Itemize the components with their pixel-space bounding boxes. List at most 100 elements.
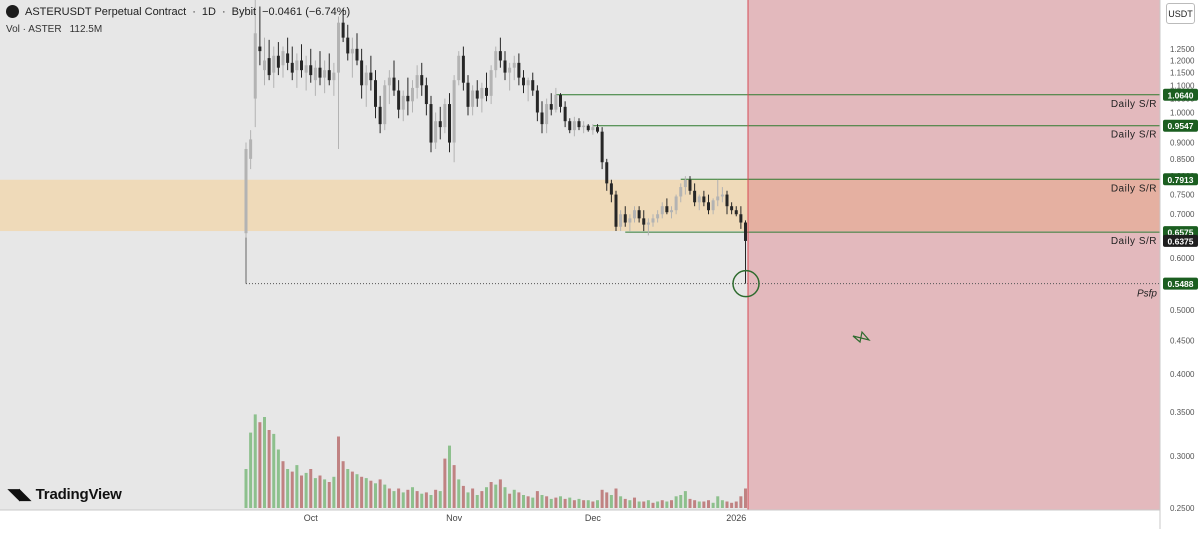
candle: [244, 148, 248, 234]
candle: [267, 58, 271, 76]
candle: [549, 104, 553, 110]
volume-bar: [660, 500, 664, 508]
volume-bar: [540, 495, 544, 508]
volume-bar: [480, 491, 484, 508]
volume-bar: [554, 497, 558, 508]
candle: [586, 125, 590, 131]
interval[interactable]: 1D: [201, 5, 216, 18]
current-price-label-bg: [1163, 234, 1198, 247]
candle: [656, 214, 660, 219]
symbol-name[interactable]: ASTERUSDT Perpetual Contract: [25, 5, 187, 18]
candle: [522, 77, 525, 86]
past-background: [0, 0, 748, 510]
volume-bar: [281, 461, 285, 508]
volume-bar: [313, 478, 317, 508]
candle: [623, 214, 627, 223]
volume-bar: [683, 491, 687, 508]
candle: [720, 194, 724, 197]
candle: [392, 77, 396, 91]
candle: [494, 51, 498, 71]
volume-bar: [387, 488, 391, 508]
candle: [429, 104, 433, 143]
volume-bar: [300, 475, 303, 508]
price-change: −0.0461 (−6.74%): [262, 5, 351, 18]
currency-button[interactable]: USDT: [1166, 3, 1195, 24]
volume-bar: [263, 417, 266, 508]
volume-bar: [600, 489, 604, 508]
tradingview-logo[interactable]: ◥◣ TradingView: [8, 485, 122, 504]
candle: [471, 90, 475, 107]
volume-bar: [642, 501, 646, 508]
candle: [350, 48, 354, 54]
volume-bar: [526, 496, 530, 508]
time-tick-label: Nov: [446, 513, 463, 523]
candle: [660, 206, 664, 215]
level-price-label: 1.0640: [1168, 90, 1194, 100]
volume-bar: [378, 479, 382, 508]
volume-legend[interactable]: Vol · ASTER 112.5M: [6, 24, 102, 35]
level-price-label: 0.7913: [1168, 175, 1194, 185]
chart-header: ASTERUSDT Perpetual Contract · 1D · Bybi…: [6, 5, 350, 18]
volume-bar: [725, 501, 729, 508]
volume-bar: [489, 482, 493, 508]
candle: [540, 112, 544, 125]
price-tick-label: 0.6000: [1170, 254, 1195, 263]
volume-value: 112.5M: [69, 24, 103, 35]
target-mark: [852, 330, 871, 344]
candle: [633, 210, 636, 219]
volume-bar: [471, 488, 475, 508]
volume-bar: [406, 489, 410, 508]
volume-bar: [434, 489, 438, 508]
candle: [651, 218, 655, 223]
candle: [258, 46, 262, 52]
aster-coin-icon: [6, 5, 19, 18]
candle: [489, 70, 493, 96]
volume-bar: [295, 465, 299, 508]
candle: [424, 85, 428, 105]
price-tick-label: 0.4500: [1170, 336, 1195, 345]
volume-bar: [656, 501, 660, 508]
volume-bar: [707, 500, 710, 508]
volume-bar: [665, 501, 669, 508]
candle: [369, 72, 373, 81]
candle: [457, 55, 461, 81]
volume-bar: [614, 488, 618, 508]
volume-bar: [503, 487, 507, 508]
volume-bar: [267, 430, 271, 508]
candle: [559, 94, 562, 107]
volume-bar: [545, 496, 549, 508]
volume-bar: [730, 502, 734, 508]
exchange: Bybit: [231, 5, 257, 18]
candle: [434, 121, 438, 143]
volume-bar: [633, 497, 636, 508]
header-separator: ·: [221, 5, 226, 18]
price-tick-label: 0.9000: [1170, 139, 1195, 148]
candle: [503, 60, 507, 73]
volume-bar: [711, 502, 715, 508]
volume-bar: [651, 502, 655, 508]
candle: [346, 37, 350, 54]
volume-bar: [549, 498, 553, 508]
volume-bar: [461, 485, 465, 508]
price-tick-label: 0.3500: [1170, 408, 1195, 417]
candle: [734, 210, 738, 215]
volume-bar: [383, 484, 387, 508]
volume-bar: [475, 495, 479, 508]
candle: [665, 206, 669, 213]
volume-bar: [290, 471, 294, 508]
volume-bar: [688, 498, 692, 508]
volume-bar: [420, 493, 424, 508]
candle: [697, 196, 701, 203]
volume-bar: [341, 461, 345, 508]
volume-bar: [360, 476, 364, 508]
price-tick-label: 1.1500: [1170, 69, 1195, 78]
price-tick-label: 0.2500: [1170, 504, 1195, 513]
volume-bar: [646, 500, 650, 508]
candle: [300, 60, 303, 71]
volume-bar: [531, 497, 535, 508]
volume-bar: [716, 496, 720, 508]
candle: [323, 70, 327, 78]
candle: [693, 190, 697, 203]
